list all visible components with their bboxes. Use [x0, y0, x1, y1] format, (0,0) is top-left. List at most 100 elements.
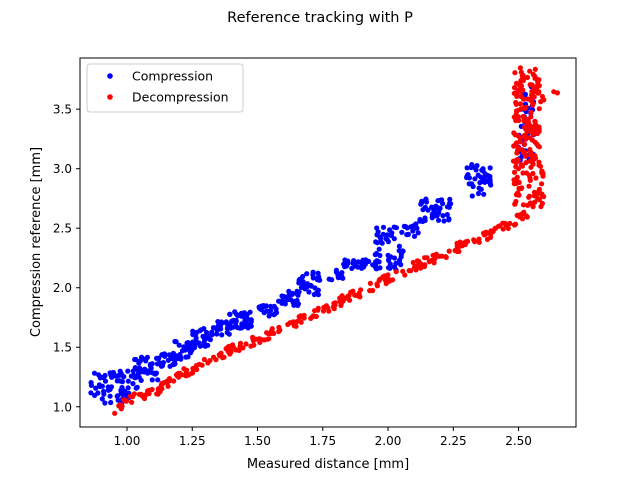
decompression-point	[471, 237, 477, 243]
compression-point	[238, 310, 244, 316]
decompression-point	[530, 170, 536, 177]
compression-point	[477, 180, 483, 186]
compression-point	[125, 378, 131, 384]
compression-point	[475, 190, 482, 197]
decompression-point	[516, 179, 522, 186]
decompression-point	[118, 406, 124, 412]
decompression-point	[521, 96, 527, 102]
compression-point	[383, 236, 389, 242]
decompression-point	[516, 117, 522, 123]
decompression-point	[320, 308, 327, 314]
compression-point	[414, 225, 420, 231]
compression-point	[441, 218, 447, 224]
compression-point	[140, 369, 146, 375]
compression-point	[198, 327, 204, 333]
compression-point	[88, 390, 94, 396]
decompression-point	[131, 391, 137, 397]
decompression-point	[523, 160, 529, 166]
x-axis-ticks: 1.00 1.25 1.50 1.75 2.00 2.25 2.50	[114, 427, 532, 448]
compression-point	[481, 191, 487, 197]
decompression-point	[297, 315, 303, 321]
decompression-point	[536, 186, 543, 192]
decompression-point	[421, 263, 428, 270]
x-tick-label: 1.75	[309, 434, 336, 448]
compression-point	[387, 227, 393, 233]
decompression-point	[519, 163, 526, 169]
compression-point	[156, 355, 162, 361]
compression-point	[276, 298, 282, 304]
decompression-point	[537, 163, 544, 169]
decompression-point	[264, 336, 270, 342]
decompression-point	[269, 328, 275, 334]
decompression-point	[513, 111, 519, 117]
compression-point	[132, 356, 138, 363]
decompression-point	[251, 342, 257, 348]
compression-point	[391, 224, 397, 230]
compression-point	[224, 330, 230, 336]
compression-point	[296, 289, 302, 295]
decompression-point	[408, 268, 414, 274]
compression-point	[429, 215, 435, 221]
decompression-point	[294, 319, 300, 325]
compression-point	[206, 336, 212, 342]
compression-point	[165, 357, 171, 363]
compression-point	[375, 229, 381, 235]
compression-point	[343, 263, 350, 269]
decompression-point	[339, 293, 345, 299]
decompression-point	[298, 319, 304, 325]
decompression-point	[519, 88, 525, 94]
decompression-point	[456, 248, 462, 254]
decompression-point	[520, 77, 527, 83]
decompression-point	[536, 159, 542, 165]
compression-point	[473, 167, 479, 173]
y-axis-label: Compression reference [mm]	[29, 147, 44, 337]
decompression-point	[393, 269, 399, 275]
decompression-point	[207, 358, 213, 364]
data-points	[88, 65, 561, 416]
compression-point	[405, 231, 411, 237]
x-tick-label: 2.25	[440, 434, 467, 448]
decompression-point	[190, 370, 196, 376]
decompression-point	[221, 354, 227, 360]
decompression-point	[436, 253, 442, 259]
decompression-point	[520, 72, 526, 78]
decompression-point	[347, 297, 353, 303]
decompression-point	[536, 106, 542, 112]
decompression-point	[236, 347, 242, 353]
decompression-point	[524, 128, 530, 134]
compression-point	[160, 360, 166, 366]
decompression-point	[424, 255, 430, 261]
compression-point	[144, 354, 150, 360]
compression-point	[140, 355, 146, 361]
decompression-point	[482, 231, 488, 237]
compression-point	[306, 289, 312, 295]
decompression-point	[325, 305, 331, 311]
compression-point	[340, 275, 346, 281]
compression-point	[188, 350, 194, 356]
compression-point	[88, 380, 94, 386]
decompression-point	[465, 238, 471, 244]
compression-point	[214, 331, 220, 337]
compression-point	[439, 197, 445, 203]
decompression-point	[513, 159, 519, 166]
legend-label-compression: Compression	[132, 69, 213, 84]
compression-point	[470, 183, 476, 190]
compression-point	[310, 272, 316, 278]
decompression-point	[358, 287, 364, 293]
decompression-point	[514, 93, 520, 99]
compression-point	[308, 282, 314, 289]
decompression-point	[516, 185, 522, 191]
decompression-point	[201, 356, 207, 363]
decompression-point	[145, 388, 151, 394]
decompression-point	[431, 260, 437, 266]
decompression-point	[526, 183, 532, 189]
decompression-point	[216, 352, 222, 358]
decompression-point	[554, 90, 561, 96]
decompression-point	[443, 254, 449, 260]
decompression-point	[525, 117, 531, 123]
decompression-point	[400, 268, 406, 274]
compression-point	[223, 319, 229, 325]
y-tick-label: 2.0	[53, 281, 72, 295]
compression-point	[215, 319, 221, 325]
plot-frame	[79, 57, 577, 428]
